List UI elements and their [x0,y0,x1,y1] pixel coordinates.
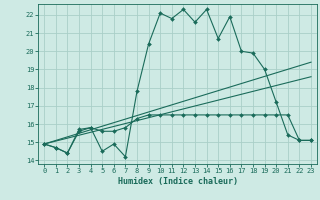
X-axis label: Humidex (Indice chaleur): Humidex (Indice chaleur) [118,177,238,186]
